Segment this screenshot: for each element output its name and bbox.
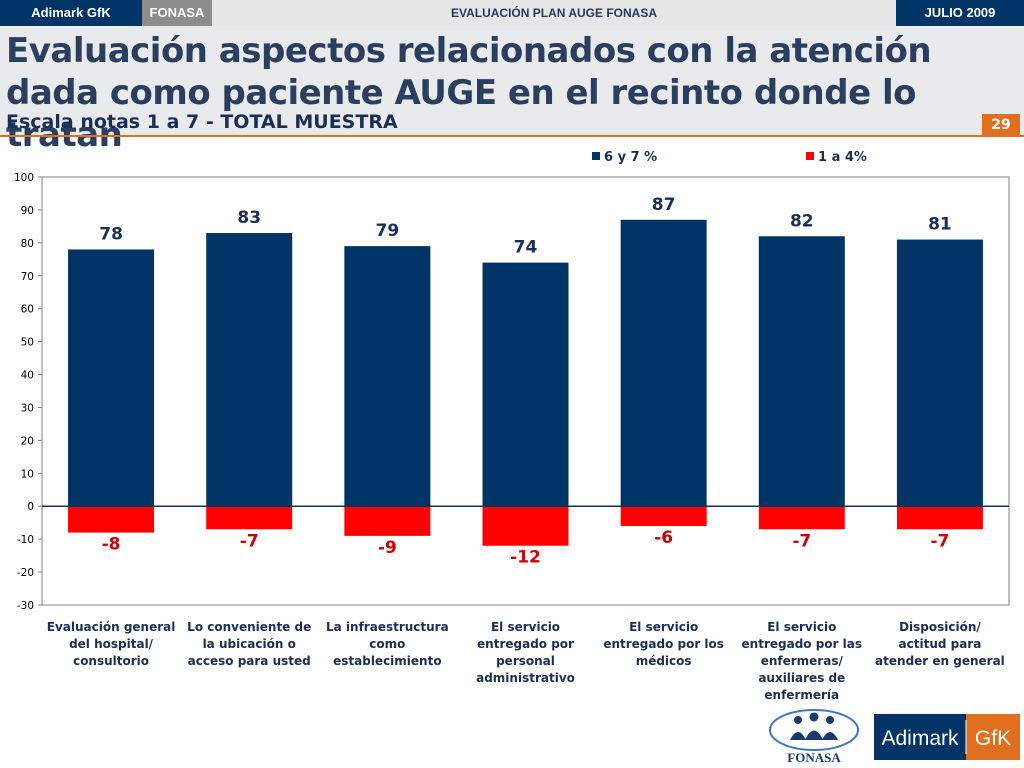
category-label-3-line-2: como — [369, 637, 405, 651]
y-tick-label: 40 — [21, 370, 34, 382]
data-label-negative-6: -7 — [792, 531, 811, 551]
top-bar: Adimark GfK FONASA EVALUACIÓN PLAN AUGE … — [0, 0, 1024, 26]
bar-positive-2 — [206, 232, 293, 507]
plot-area — [41, 176, 1010, 606]
fonasa-logo-text: FONASA — [787, 750, 841, 765]
legend-swatch-1 — [592, 152, 600, 160]
y-tick-label: 70 — [21, 271, 34, 283]
data-label-positive-2: 83 — [237, 208, 261, 228]
category-label-3-line-1: La infraestructura — [326, 620, 449, 634]
data-label-negative-4: -12 — [510, 548, 541, 568]
bar-negative-1 — [68, 506, 155, 533]
category-label-1-line-1: Evaluación general — [47, 620, 176, 634]
slide-title: Evaluación aspectos relacionados con la … — [6, 31, 932, 155]
bar-positive-6 — [758, 236, 845, 507]
y-tick-label: 60 — [21, 304, 34, 316]
category-label-6-line-3: enfermeras/ — [761, 654, 844, 668]
header-divider — [0, 135, 1024, 137]
category-label-7-line-1: Disposición/ — [899, 620, 981, 634]
category-label-3-line-3: establecimiento — [333, 654, 441, 668]
y-tick-label: 50 — [21, 337, 34, 349]
legend-label-2: 1 a 4% — [818, 150, 867, 165]
category-label-4-line-1: El servicio — [491, 620, 560, 634]
data-label-positive-3: 79 — [376, 221, 400, 241]
y-tick-label: -20 — [17, 567, 34, 579]
fonasa-logo: FONASA — [769, 709, 859, 765]
category-label-4-line-4: administrativo — [476, 671, 575, 685]
bar-positive-1 — [68, 249, 155, 507]
category-label-2-line-1: Lo conveniente de — [187, 620, 311, 634]
y-tick-label: 0 — [27, 501, 34, 513]
category-label-5-line-1: El servicio — [629, 620, 698, 634]
category-label-1-line-2: del hospital/ — [69, 637, 154, 651]
bar-positive-3 — [344, 246, 431, 507]
bar-negative-7 — [896, 506, 983, 530]
page-number: 29 — [982, 114, 1020, 136]
category-label-6-line-2: entregado por las — [742, 637, 862, 651]
category-label-7-line-3: atender en general — [875, 654, 1005, 668]
fonasa-label: FONASA — [142, 0, 212, 26]
data-label-negative-5: -6 — [654, 528, 673, 548]
bar-chart: -30 -20 -10 0 10 20 30 40 50 60 70 80 90 100 6 y 7 % 1 … — [14, 150, 1010, 702]
bar-positive-4 — [482, 262, 569, 507]
category-label-4-line-3: personal — [496, 654, 555, 668]
legend-swatch-2 — [806, 152, 814, 160]
category-label-4-line-2: entregado por — [477, 637, 574, 651]
slide-header — [0, 26, 1024, 136]
data-label-positive-5: 87 — [652, 195, 676, 215]
category-label-5-line-2: entregado por los — [603, 637, 724, 651]
bar-negative-4 — [482, 506, 569, 546]
data-label-positive-4: 74 — [514, 238, 538, 258]
category-label-6-line-1: El servicio — [767, 620, 836, 634]
category-label-5-line-3: médicos — [636, 654, 692, 668]
y-tick-label: -30 — [17, 600, 34, 612]
adimark-gfk-logo: Adimark GfK — [874, 714, 1020, 760]
data-label-negative-2: -7 — [240, 531, 259, 551]
bar-negative-3 — [344, 506, 431, 536]
category-label-6-line-5: enfermería — [764, 688, 839, 702]
data-label-negative-3: -9 — [378, 538, 397, 558]
bar-positive-7 — [896, 239, 983, 507]
y-tick-label: 20 — [21, 435, 34, 447]
y-tick-label: 10 — [21, 468, 34, 480]
bar-negative-2 — [206, 506, 293, 530]
category-label-7-line-2: actitud para — [899, 637, 982, 651]
data-label-negative-1: -8 — [102, 535, 121, 555]
y-tick-label: 100 — [14, 172, 34, 184]
y-tick-label: 80 — [21, 238, 34, 250]
bar-negative-6 — [758, 506, 845, 530]
report-date: JULIO 2009 — [896, 0, 1024, 26]
bar-positive-5 — [620, 219, 707, 507]
brand-label: Adimark GfK — [0, 0, 142, 26]
category-label-2-line-3: acceso para usted — [188, 654, 311, 668]
data-label-positive-7: 81 — [928, 215, 952, 235]
slide-subtitle: Escala notas 1 a 7 - TOTAL MUESTRA — [6, 111, 398, 133]
adimark-logo-text: Adimark — [881, 727, 959, 750]
data-label-negative-7: -7 — [930, 531, 949, 551]
y-tick-label: 30 — [21, 402, 34, 414]
y-tick-label: 90 — [21, 205, 34, 217]
report-title: EVALUACIÓN PLAN AUGE FONASA — [450, 6, 657, 20]
category-label-1-line-3: consultorio — [73, 654, 149, 668]
category-label-2-line-2: la ubicación o — [203, 637, 296, 651]
data-label-positive-1: 78 — [99, 224, 123, 244]
gfk-logo-text: GfK — [975, 727, 1011, 750]
legend-label-1: 6 y 7 % — [604, 150, 657, 165]
data-label-positive-6: 82 — [790, 211, 814, 231]
bar-negative-5 — [620, 506, 707, 526]
category-label-6-line-4: auxiliares de — [758, 671, 845, 685]
y-tick-label: -10 — [17, 534, 34, 546]
